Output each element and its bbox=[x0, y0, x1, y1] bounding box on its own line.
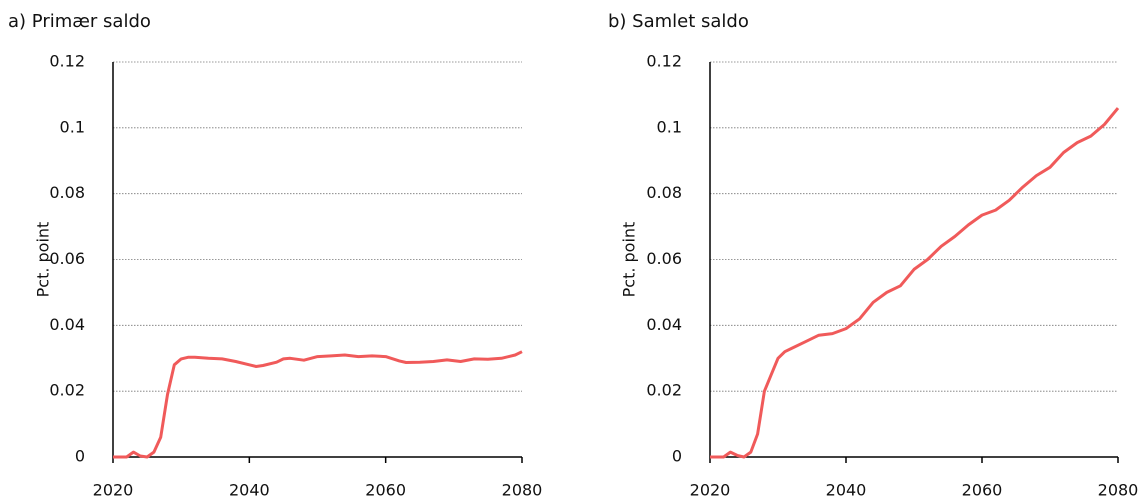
x-tick-label: 2080 bbox=[502, 481, 543, 500]
y-tick-label: 0 bbox=[672, 447, 682, 466]
y-tick-label: 0.12 bbox=[646, 52, 682, 71]
x-tick-label: 2060 bbox=[365, 481, 406, 500]
y-tick-label: 0.1 bbox=[657, 117, 682, 136]
x-tick-label: 2020 bbox=[93, 481, 134, 500]
x-tick-label: 2020 bbox=[690, 481, 731, 500]
y-tick-label: 0.1 bbox=[60, 117, 85, 136]
chart-title: b) Samlet saldo bbox=[608, 11, 749, 32]
y-tick-label: 0.02 bbox=[49, 381, 85, 400]
x-tick-label: 2080 bbox=[1098, 481, 1139, 500]
y-tick-label: 0 bbox=[75, 447, 85, 466]
y-tick-label: 0.12 bbox=[49, 52, 85, 71]
x-tick-label: 2040 bbox=[826, 481, 867, 500]
x-tick-label: 2060 bbox=[962, 481, 1003, 500]
data-line bbox=[113, 350, 523, 459]
y-tick-label: 0.02 bbox=[646, 381, 682, 400]
x-tick-label: 2040 bbox=[229, 481, 270, 500]
y-tick-label: 0.06 bbox=[646, 249, 682, 268]
data-line bbox=[710, 107, 1120, 459]
y-axis-label: Pct. point bbox=[620, 222, 639, 298]
y-tick-label: 0.04 bbox=[49, 315, 85, 334]
y-tick-label: 0.08 bbox=[646, 183, 682, 202]
y-tick-label: 0.08 bbox=[49, 183, 85, 202]
chart-title: a) Primær saldo bbox=[8, 11, 151, 32]
y-tick-label: 0.06 bbox=[49, 249, 85, 268]
y-axis-label: Pct. point bbox=[34, 222, 53, 298]
y-tick-label: 0.04 bbox=[646, 315, 682, 334]
